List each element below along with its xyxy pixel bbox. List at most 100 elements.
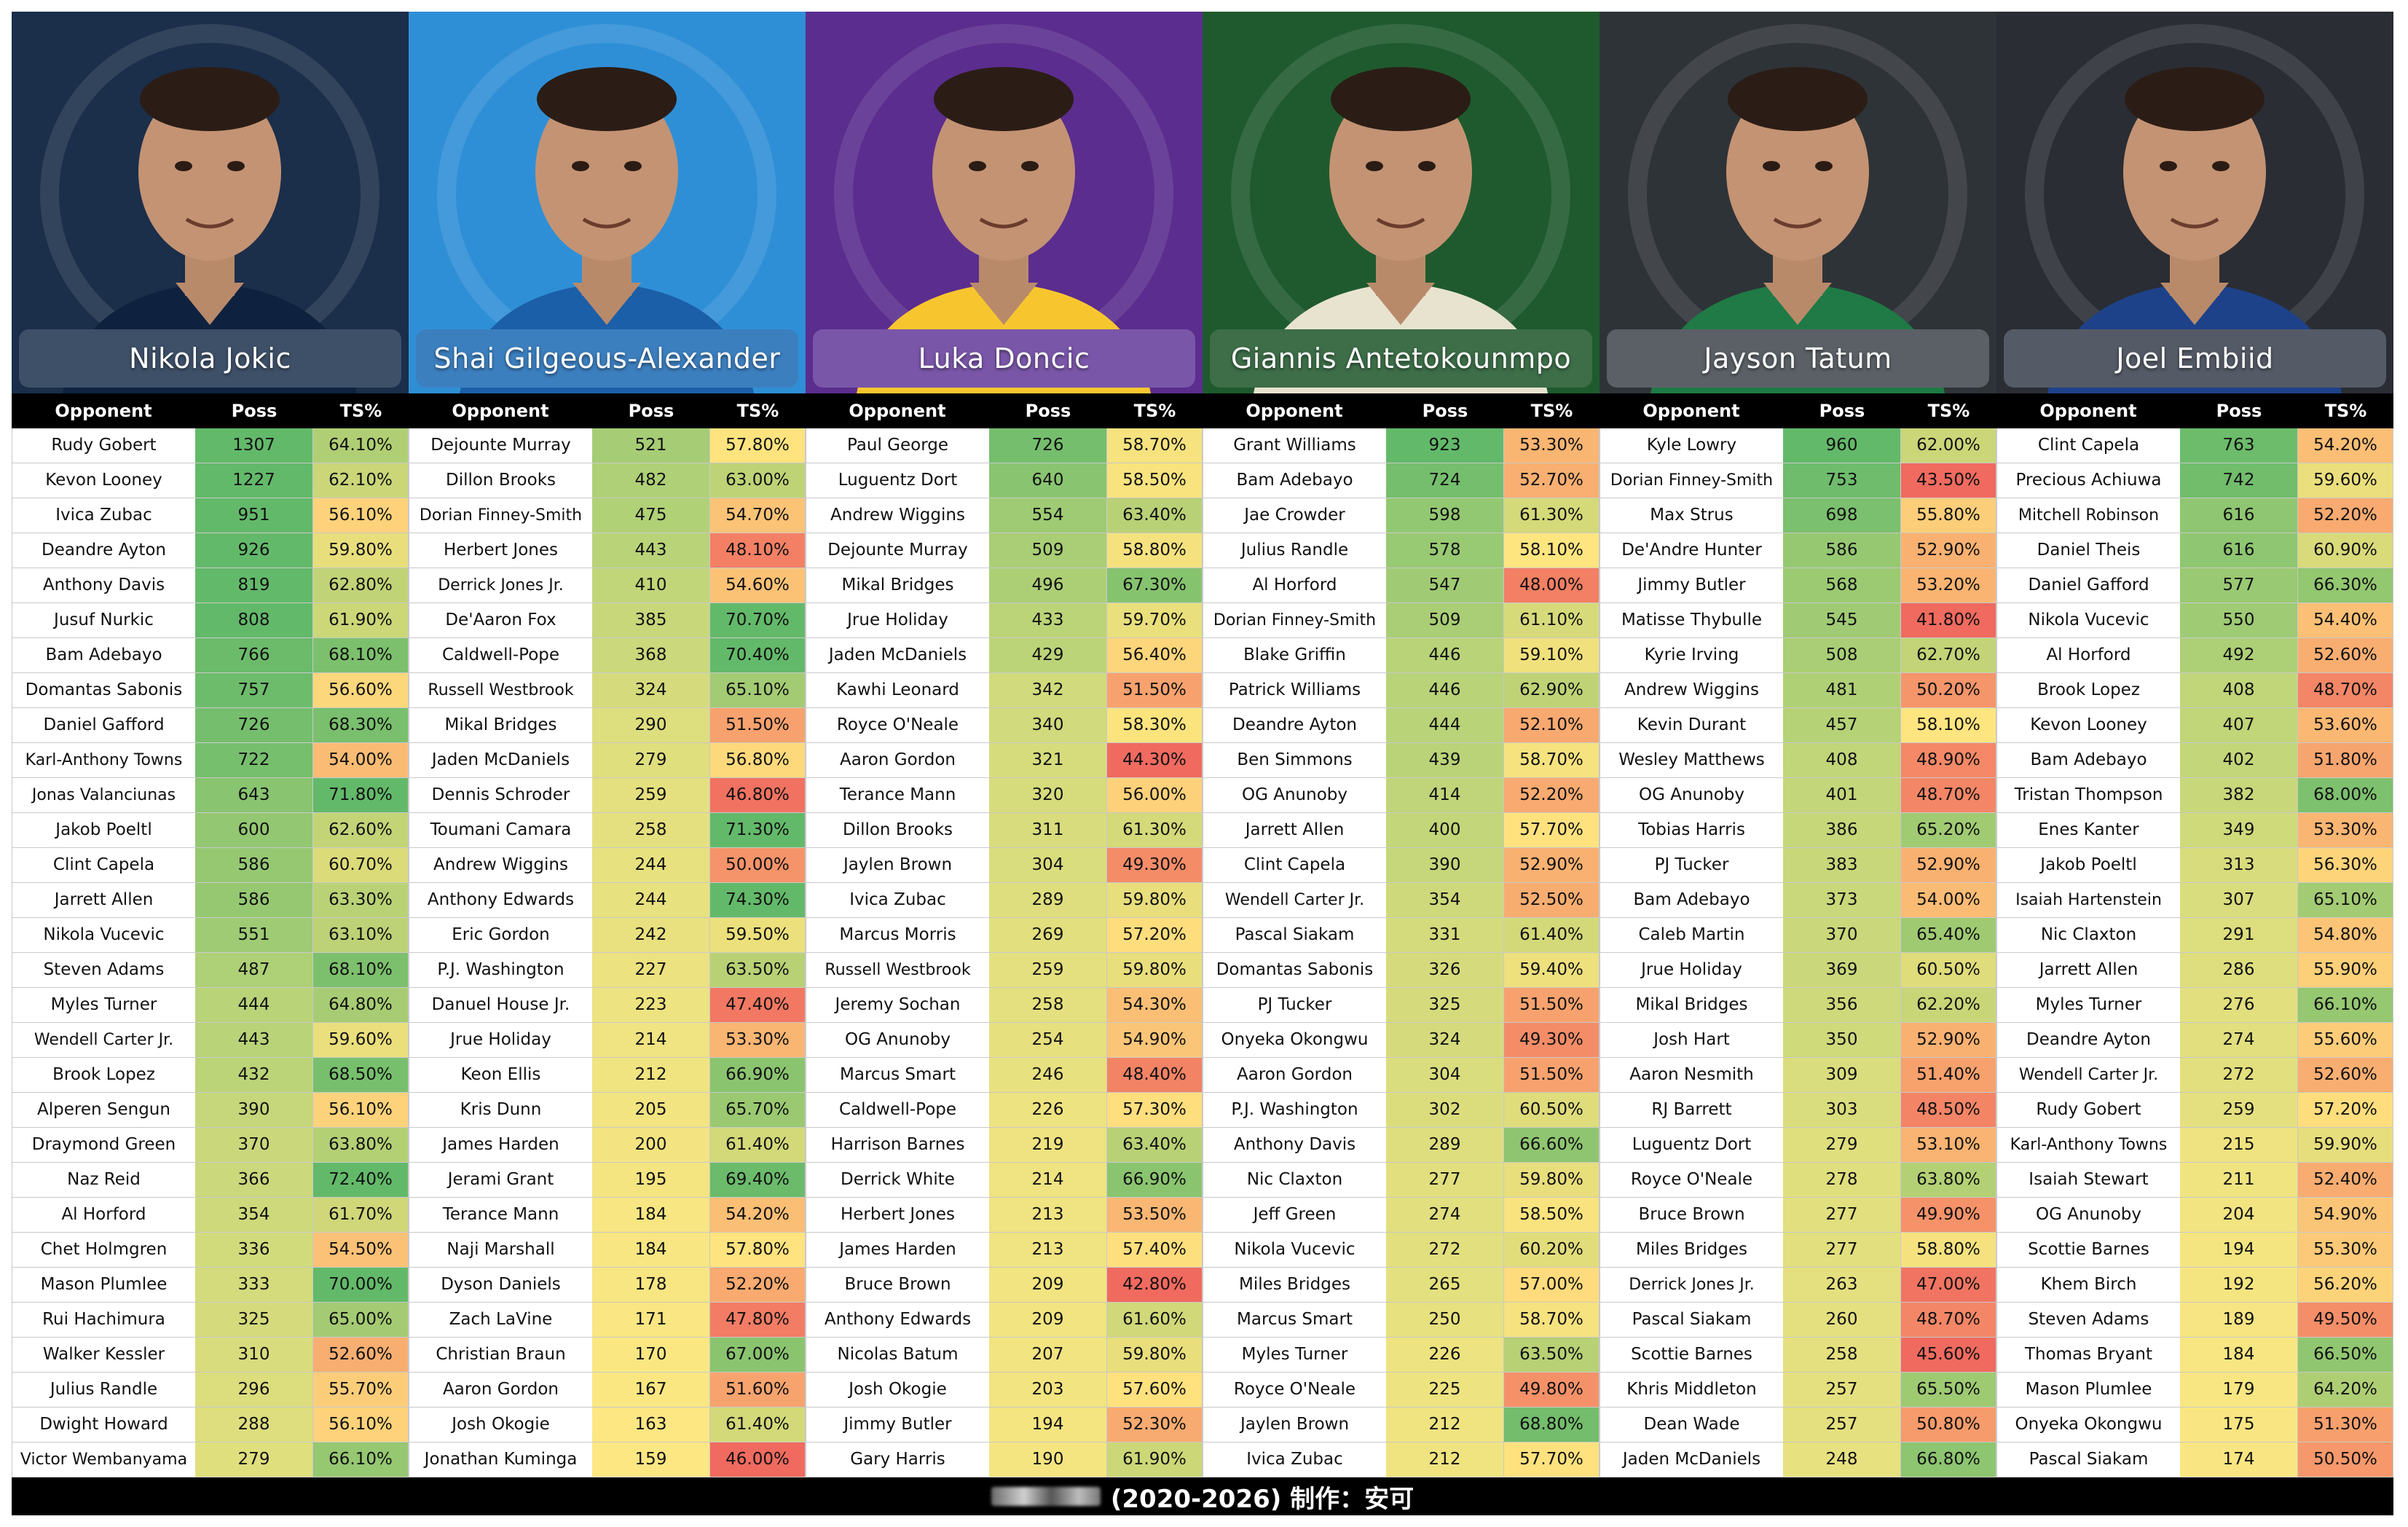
opponent-cell: Andrew Wiggins bbox=[806, 498, 990, 533]
table-row: OG Anunoby 254 54.90% bbox=[806, 1023, 1203, 1058]
poss-cell: 192 bbox=[2180, 1268, 2298, 1303]
table-row: Matisse Thybulle 545 41.80% bbox=[1600, 603, 1996, 638]
ts-cell: 61.30% bbox=[1504, 498, 1600, 533]
poss-cell: 370 bbox=[1783, 918, 1901, 953]
ts-cell: 65.40% bbox=[1901, 918, 1996, 953]
ts-cell: 60.50% bbox=[1504, 1093, 1600, 1128]
opponent-cell: Blake Griffin bbox=[1203, 638, 1387, 673]
ts-cell: 58.70% bbox=[1504, 1303, 1600, 1338]
ts-cell: 54.80% bbox=[2298, 918, 2393, 953]
poss-cell: 444 bbox=[1386, 708, 1504, 743]
opponent-cell: Bam Adebayo bbox=[12, 638, 196, 673]
poss-cell: 350 bbox=[1783, 1023, 1901, 1058]
table-row: Anthony Edwards 244 74.30% bbox=[409, 883, 806, 918]
opponent-cell: Max Strus bbox=[1600, 498, 1784, 533]
table-row: Josh Okogie 163 61.40% bbox=[409, 1408, 806, 1442]
table-row: Mikal Bridges 290 51.50% bbox=[409, 708, 806, 743]
opponent-cell: Scottie Barnes bbox=[1996, 1233, 2181, 1268]
poss-cell: 213 bbox=[989, 1233, 1107, 1268]
opponent-cell: Mason Plumlee bbox=[1996, 1373, 2181, 1408]
opponent-cell: OG Anunoby bbox=[806, 1023, 990, 1058]
ts-cell: 57.30% bbox=[1107, 1093, 1203, 1128]
table-row: Keon Ellis 212 66.90% bbox=[409, 1058, 806, 1093]
poss-cell: 219 bbox=[989, 1128, 1107, 1163]
table-row: Isaiah Stewart 211 52.40% bbox=[1996, 1163, 2393, 1198]
poss-cell: 209 bbox=[989, 1268, 1107, 1303]
table-row: Luguentz Dort 640 58.50% bbox=[806, 463, 1203, 498]
ts-cell: 46.80% bbox=[710, 778, 806, 813]
ts-cell: 67.30% bbox=[1107, 568, 1203, 603]
table-row: PJ Tucker 383 52.90% bbox=[1600, 848, 1996, 883]
opponent-cell: Deandre Ayton bbox=[12, 533, 196, 568]
opponent-cell: Onyeka Okongwu bbox=[1203, 1023, 1387, 1058]
opponent-cell: Dillon Brooks bbox=[806, 813, 990, 848]
opponent-cell: Jaden McDaniels bbox=[1600, 1442, 1784, 1477]
table-row: Julius Randle 578 58.10% bbox=[1203, 533, 1600, 568]
table-row: Miles Bridges 265 57.00% bbox=[1203, 1268, 1600, 1303]
table-row: Walker Kessler 310 52.60% bbox=[12, 1338, 409, 1373]
opponent-cell: Jaden McDaniels bbox=[409, 743, 593, 778]
table-row: Russell Westbrook 324 65.10% bbox=[409, 673, 806, 708]
ts-cell: 54.20% bbox=[710, 1198, 806, 1233]
opponent-cell: De'Andre Hunter bbox=[1600, 533, 1784, 568]
ts-cell: 48.00% bbox=[1504, 568, 1600, 603]
opponent-cell: Kevon Looney bbox=[1996, 708, 2181, 743]
table-row: Naz Reid 366 72.40% bbox=[12, 1163, 409, 1198]
poss-cell: 324 bbox=[592, 673, 710, 708]
table-row: Deandre Ayton 274 55.60% bbox=[1996, 1023, 2393, 1058]
table-row: Dorian Finney-Smith 475 54.70% bbox=[409, 498, 806, 533]
ts-cell: 65.70% bbox=[710, 1093, 806, 1128]
poss-cell: 223 bbox=[592, 988, 710, 1023]
table-row: Jae Crowder 598 61.30% bbox=[1203, 498, 1600, 533]
poss-cell: 383 bbox=[1783, 848, 1901, 883]
opponent-cell: Enes Kanter bbox=[1996, 813, 2181, 848]
poss-cell: 200 bbox=[592, 1128, 710, 1163]
opponent-cell: Walker Kessler bbox=[12, 1338, 196, 1373]
opponent-cell: Royce O'Neale bbox=[806, 708, 990, 743]
ts-cell: 56.20% bbox=[2298, 1268, 2393, 1303]
poss-cell: 277 bbox=[1783, 1233, 1901, 1268]
poss-cell: 366 bbox=[195, 1163, 313, 1198]
poss-cell: 211 bbox=[2180, 1163, 2298, 1198]
ts-cell: 54.30% bbox=[1107, 988, 1203, 1023]
ts-cell: 63.80% bbox=[1901, 1163, 1996, 1198]
opponent-cell: Toumani Camara bbox=[409, 813, 593, 848]
ts-cell: 70.00% bbox=[313, 1268, 409, 1303]
table-row: Jimmy Butler 194 52.30% bbox=[806, 1408, 1203, 1442]
poss-cell: 408 bbox=[1783, 743, 1901, 778]
opponent-cell: Karl-Anthony Towns bbox=[12, 743, 196, 778]
player-header: Luka Doncic bbox=[806, 12, 1203, 393]
ts-cell: 60.70% bbox=[313, 848, 409, 883]
table-row: Herbert Jones 213 53.50% bbox=[806, 1198, 1203, 1233]
ts-cell: 49.30% bbox=[1107, 848, 1203, 883]
ts-cell: 68.10% bbox=[313, 638, 409, 673]
table-row: Pascal Siakam 260 48.70% bbox=[1600, 1303, 1996, 1338]
poss-cell: 303 bbox=[1783, 1093, 1901, 1128]
table-row: Aaron Nesmith 309 51.40% bbox=[1600, 1058, 1996, 1093]
poss-cell: 487 bbox=[195, 953, 313, 988]
table-row: Jonas Valanciunas 643 71.80% bbox=[12, 778, 409, 813]
ts-cell: 49.80% bbox=[1504, 1373, 1600, 1408]
poss-cell: 225 bbox=[1386, 1373, 1504, 1408]
table-row: Al Horford 354 61.70% bbox=[12, 1198, 409, 1233]
table-row: Daniel Gafford 726 68.30% bbox=[12, 708, 409, 743]
poss-cell: 277 bbox=[1783, 1198, 1901, 1233]
ts-cell: 57.80% bbox=[710, 428, 806, 463]
poss-cell: 509 bbox=[989, 533, 1107, 568]
ts-cell: 53.30% bbox=[1504, 428, 1600, 463]
player-name: Jayson Tatum bbox=[1607, 329, 1989, 388]
table-row: Julius Randle 296 55.70% bbox=[12, 1373, 409, 1408]
poss-cell: 385 bbox=[592, 603, 710, 638]
opponent-cell: Isaiah Hartenstein bbox=[1996, 883, 2181, 918]
table-row: Isaiah Hartenstein 307 65.10% bbox=[1996, 883, 2393, 918]
opponent-cell: Victor Wembanyama bbox=[12, 1442, 196, 1477]
table-row: Royce O'Neale 278 63.80% bbox=[1600, 1163, 1996, 1198]
table-row: Dillon Brooks 311 61.30% bbox=[806, 813, 1203, 848]
poss-cell: 509 bbox=[1386, 603, 1504, 638]
table-row: Caldwell-Pope 226 57.30% bbox=[806, 1093, 1203, 1128]
header-opponent: Opponent bbox=[849, 401, 946, 421]
ts-cell: 57.70% bbox=[1504, 1442, 1600, 1477]
ts-cell: 59.90% bbox=[2298, 1128, 2393, 1163]
ts-cell: 43.50% bbox=[1901, 463, 1996, 498]
table-row: Rudy Gobert 1307 64.10% bbox=[12, 428, 409, 463]
